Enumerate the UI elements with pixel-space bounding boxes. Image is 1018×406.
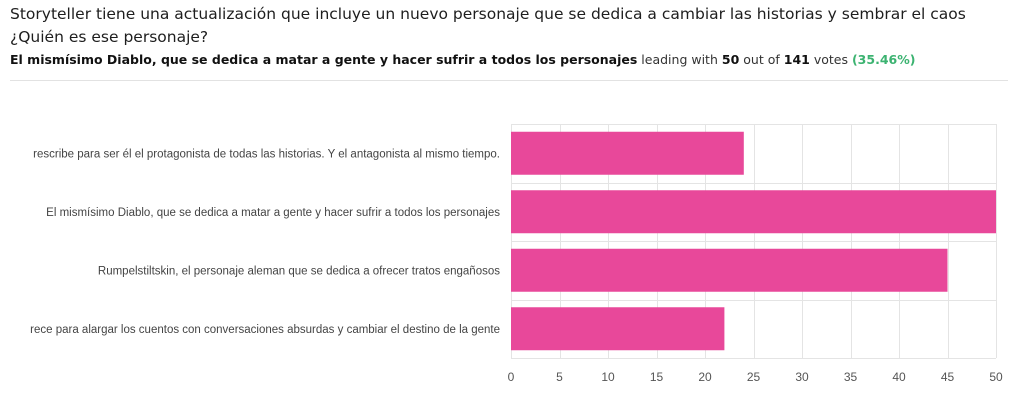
poll-summary: El mismísimo Diablo, que se dedica a mat… bbox=[10, 51, 1010, 69]
leading-option: El mismísimo Diablo, que se dedica a mat… bbox=[10, 52, 638, 67]
x-tick-label: 20 bbox=[698, 370, 712, 384]
bar[interactable] bbox=[511, 190, 996, 234]
category-label: El mismísimo Diablo, que se dedica a mat… bbox=[46, 207, 500, 219]
leader-vote-count: 50 bbox=[721, 52, 740, 67]
x-tick-label: 25 bbox=[747, 370, 761, 384]
category-label: rece para alargar los cuentos con conver… bbox=[30, 324, 500, 336]
x-tick-label: 10 bbox=[601, 370, 615, 384]
bar-layer bbox=[511, 131, 996, 351]
category-label: Rumpelstiltskin, el personaje aleman que… bbox=[98, 265, 500, 277]
total-vote-count: 141 bbox=[783, 52, 810, 67]
x-tick-label: 45 bbox=[941, 370, 955, 384]
leading-with-text: leading with bbox=[641, 52, 718, 67]
header-divider bbox=[10, 80, 1008, 81]
x-tick-label: 50 bbox=[989, 370, 1003, 384]
out-of-text: out of bbox=[743, 52, 780, 67]
x-tick-label: 15 bbox=[650, 370, 664, 384]
votes-text: votes bbox=[813, 52, 848, 67]
category-label: rescribe para ser él el protagonista de … bbox=[33, 148, 500, 160]
x-tick-label: 40 bbox=[892, 370, 906, 384]
x-tick-label: 35 bbox=[844, 370, 858, 384]
category-label-layer: rescribe para ser él el protagonista de … bbox=[30, 148, 500, 336]
bar[interactable] bbox=[511, 307, 725, 351]
x-tick-label: 5 bbox=[556, 370, 563, 384]
poll-question: Storyteller tiene una actualización que … bbox=[10, 5, 966, 46]
leader-percent: (35.46%) bbox=[851, 52, 916, 67]
x-tick-label: 30 bbox=[795, 370, 809, 384]
bar[interactable] bbox=[511, 248, 948, 292]
bar[interactable] bbox=[511, 131, 744, 175]
poll-header: Storyteller tiene una actualización que … bbox=[10, 3, 1010, 69]
x-tick-label: 0 bbox=[508, 370, 515, 384]
tick-label-layer: 0 5 10 15 20 25 30 35 40 45 50 bbox=[508, 370, 1003, 384]
